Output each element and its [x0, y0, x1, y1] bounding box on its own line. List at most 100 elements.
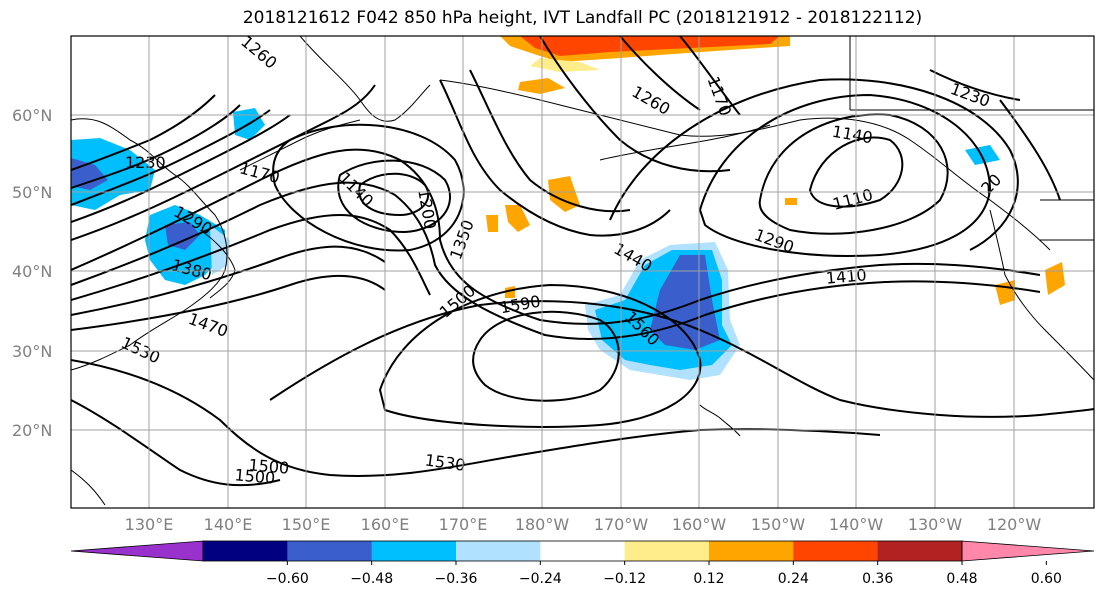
lat-label: 30°N: [12, 342, 52, 361]
shade-top-redorange: [520, 36, 780, 56]
shade-lightblue-small7: [965, 145, 1000, 165]
contour-line: [269, 300, 1094, 418]
lon-label: 130°W: [908, 515, 963, 534]
coast-kamchatka: [299, 36, 431, 122]
colorbar-segment: [203, 541, 288, 561]
colorbar-segment: [456, 541, 541, 561]
colorbar-segment: [624, 541, 710, 561]
lat-label: 50°N: [12, 183, 52, 202]
colorbar-segment: [371, 541, 457, 561]
lon-label: 130°E: [125, 515, 174, 534]
colorbar-extend-low: [70, 540, 204, 562]
contour-line: [469, 69, 631, 213]
map-frame: [70, 35, 1095, 509]
contour-line: [71, 94, 216, 171]
contour-line: [71, 399, 281, 487]
lat-label: 20°N: [12, 421, 52, 440]
shade-top-yellow: [530, 58, 600, 72]
colorbar-segment: [877, 541, 963, 561]
contour-line: [71, 148, 1041, 325]
lon-label: 160°E: [361, 515, 410, 534]
contour-line: [71, 359, 881, 477]
shade-orange-small3: [505, 205, 530, 232]
contour-line: [71, 109, 271, 206]
coast-hawaii: [699, 404, 741, 437]
contour-line: [539, 36, 731, 173]
lon-label: 180°W: [515, 515, 570, 534]
contour-line: [358, 172, 430, 217]
coastlines: [71, 36, 1094, 506]
contour-line: [619, 36, 701, 111]
contour-line: [609, 78, 1019, 251]
lon-label: 140°E: [204, 515, 253, 534]
colorbar-tick-label: 0.60: [1031, 571, 1062, 587]
contour-line: [472, 310, 620, 402]
colorbar-extend-high: [961, 540, 1095, 562]
colorbar-tick-label: 0.48: [946, 571, 977, 587]
colorbar-segment: [793, 541, 879, 561]
colorbar: [70, 540, 1095, 562]
lon-label: 120°W: [987, 515, 1042, 534]
lon-label: 170°W: [594, 515, 649, 534]
contour-line: [272, 123, 465, 252]
contour-label: 1230: [125, 153, 166, 172]
contour-line: [999, 99, 1061, 201]
colorbar-tick-label: 0.12: [693, 571, 724, 587]
contour-line: [679, 36, 741, 116]
contour-line: [337, 159, 451, 234]
shade-japan-deepblue: [165, 222, 200, 250]
contour-line: [71, 104, 241, 189]
colorbar-tick-label: 0.24: [778, 571, 809, 587]
colorbar-tick-label: −0.60: [266, 571, 309, 587]
lon-label: 150°W: [751, 515, 806, 534]
contour-line: [71, 84, 376, 241]
colorbar-tick-label: −0.24: [519, 571, 562, 587]
contour-line: [71, 181, 1041, 340]
contour-line: [929, 69, 1021, 101]
lon-label: 160°W: [672, 515, 727, 534]
lat-label: 40°N: [12, 262, 52, 281]
colorbar-ticks: −0.60 −0.48 −0.36 −0.24 −0.12 0.12 0.24 0.36 0.4…: [266, 561, 1062, 587]
colorbar-segment: [287, 541, 373, 561]
coast-alaska: [439, 79, 1051, 251]
lon-label: 140°W: [829, 515, 884, 534]
coast-japan: [199, 229, 236, 299]
colorbar-tick-label: −0.36: [435, 571, 478, 587]
colorbar-tick-label: −0.12: [603, 571, 646, 587]
coast-namerica: [989, 209, 1094, 381]
map-title: 2018121612 F042 850 hPa height, IVT Land…: [242, 8, 923, 28]
contour-line: [439, 79, 671, 237]
coast-pacific-islands: [71, 469, 106, 506]
longitude-labels: 130°E 140°E 150°E 160°E 170°E 180°W 170°…: [125, 515, 1042, 534]
shade-central-deepblue: [650, 255, 720, 350]
contour-line: [378, 283, 702, 428]
shade-orange-small4: [486, 215, 498, 232]
contour-line: [71, 114, 291, 223]
shade-orange-small8: [785, 198, 797, 205]
contour-line: [71, 245, 386, 316]
coast-asia: [71, 118, 228, 371]
lon-label: 170°E: [439, 515, 488, 534]
contour-label: 1500: [234, 465, 276, 487]
latitude-labels: 60°N 50°N 40°N 30°N 20°N: [12, 106, 52, 440]
contour-line: [71, 275, 386, 331]
lat-label: 60°N: [12, 106, 52, 125]
contour-line: [808, 136, 904, 208]
colorbar-tick-label: 0.36: [862, 571, 893, 587]
shade-orange-small6: [1045, 262, 1065, 295]
colorbar-tick-label: −0.48: [350, 571, 393, 587]
colorbar-segment: [709, 541, 794, 561]
coast-canada-border: [849, 36, 1094, 241]
contour-line: [758, 113, 949, 235]
colorbar-segment: [540, 541, 626, 561]
contour-label: 1410: [825, 265, 867, 287]
coast-aleutians: [599, 124, 771, 161]
lon-label: 150°E: [282, 515, 331, 534]
contour-line: [698, 93, 992, 257]
contour-line: [71, 214, 431, 301]
contour-label: 1500: [248, 455, 290, 477]
height-contours: [71, 36, 1094, 487]
graticule: [71, 36, 1094, 508]
colorbar-outline: [202, 540, 963, 562]
